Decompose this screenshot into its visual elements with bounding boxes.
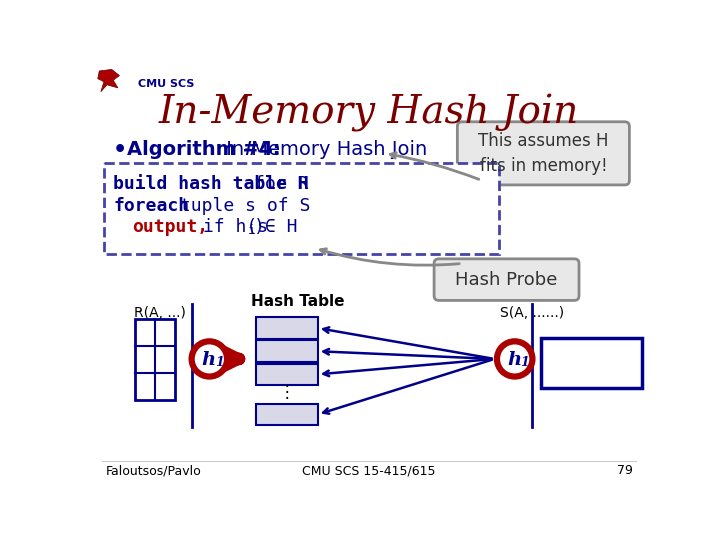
FancyBboxPatch shape [457, 122, 629, 185]
Text: In-Memory Hash Join: In-Memory Hash Join [220, 140, 428, 159]
Text: h: h [507, 350, 521, 369]
Text: This assumes H
fits in memory!: This assumes H fits in memory! [478, 132, 608, 175]
Text: R(A, ...): R(A, ...) [134, 306, 186, 320]
Text: for R: for R [254, 175, 309, 193]
Bar [135, 319, 175, 400]
Circle shape [192, 342, 226, 376]
Bar [256, 340, 318, 362]
Text: •: • [113, 139, 127, 159]
Text: i: i [248, 224, 256, 237]
Text: CMU SCS 15-415/615: CMU SCS 15-415/615 [302, 464, 436, 477]
Text: In-Memory Hash Join: In-Memory Hash Join [159, 93, 579, 132]
Text: 79: 79 [616, 464, 632, 477]
Bar [541, 338, 642, 388]
Text: tuple s of S: tuple s of S [169, 197, 310, 215]
Text: build hash table H: build hash table H [113, 175, 320, 193]
Text: output,: output, [132, 218, 208, 237]
Text: 1: 1 [520, 356, 529, 369]
Circle shape [495, 339, 535, 379]
Text: )∈ H: )∈ H [253, 218, 297, 237]
Text: foreach: foreach [113, 197, 189, 215]
Text: Hash Probe: Hash Probe [455, 271, 558, 288]
FancyBboxPatch shape [434, 259, 579, 300]
Text: if h(s: if h(s [192, 218, 269, 237]
Polygon shape [98, 70, 120, 92]
Bar [256, 363, 318, 385]
Text: S(A, ......): S(A, ......) [500, 306, 564, 320]
Text: CMU SCS: CMU SCS [138, 79, 194, 89]
Text: Faloutsos/Pavlo: Faloutsos/Pavlo [106, 464, 202, 477]
Text: h: h [202, 350, 215, 369]
Circle shape [498, 342, 532, 376]
Text: 1: 1 [215, 356, 223, 369]
Text: Algorithm #4:: Algorithm #4: [127, 140, 281, 159]
Bar [256, 318, 318, 339]
Text: ⋮: ⋮ [279, 383, 295, 401]
Bar [256, 403, 318, 425]
Circle shape [189, 339, 230, 379]
FancyBboxPatch shape [104, 164, 499, 254]
Text: Hash Table: Hash Table [251, 294, 344, 309]
